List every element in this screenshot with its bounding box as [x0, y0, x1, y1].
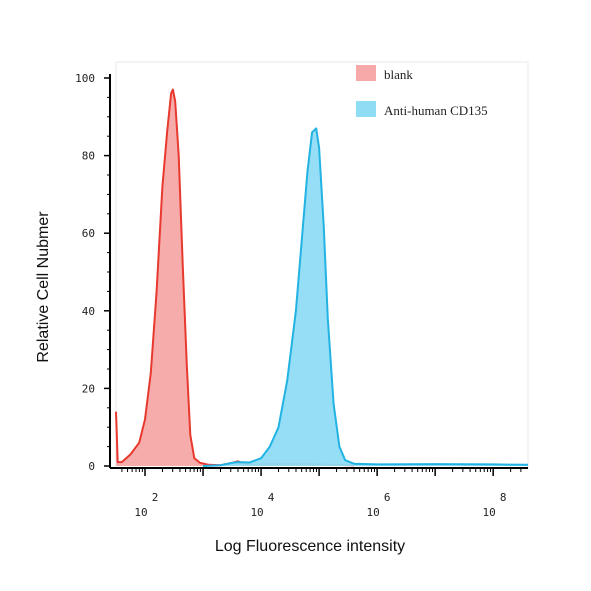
x-axis-title: Log Fluorescence intensity	[215, 538, 405, 555]
y-tick-label: 60	[82, 227, 95, 240]
y-axis-title: Relative Cell Nubmer	[35, 211, 52, 363]
legend-swatch-blank	[356, 65, 376, 81]
legend-swatch-cd135	[356, 101, 376, 117]
x-tick-label-base: 10	[483, 506, 496, 519]
series-line-1	[202, 127, 529, 467]
x-tick-label-base: 10	[134, 506, 147, 519]
x-tick-label-exponent: 4	[268, 491, 275, 504]
y-tick-label: 40	[82, 305, 95, 318]
x-ticks: 10 2 10 4 10 6 10 8	[121, 468, 522, 519]
x-tick-label-base: 10	[367, 506, 380, 519]
x-tick-label-base: 10	[250, 506, 263, 519]
series-area-1	[203, 128, 528, 466]
x-tick-label-exponent: 6	[384, 491, 391, 504]
x-tick-label-exponent: 8	[500, 491, 507, 504]
y-ticks: 0 20 40 60 80 100	[75, 72, 110, 473]
legend: blank Anti-human CD135	[356, 65, 488, 118]
x-tick-label-exponent: 2	[152, 491, 159, 504]
y-tick-label: 0	[88, 460, 95, 473]
y-tick-label: 80	[82, 150, 95, 163]
legend-label-blank: blank	[384, 67, 413, 82]
y-tick-label: 100	[75, 72, 95, 85]
legend-label-cd135: Anti-human CD135	[384, 103, 488, 118]
series-area-0	[116, 89, 354, 466]
series-layer	[115, 88, 529, 467]
y-tick-label: 20	[82, 382, 95, 395]
